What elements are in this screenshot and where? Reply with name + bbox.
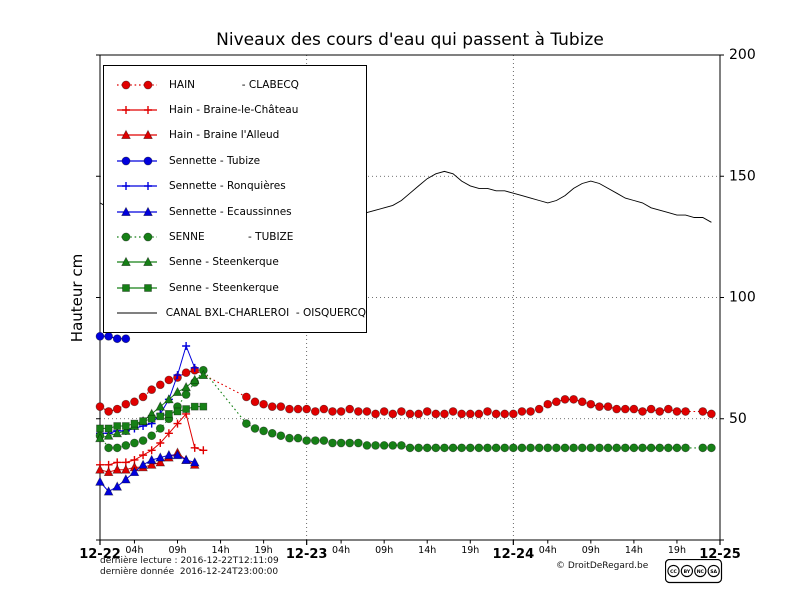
series-1 bbox=[96, 409, 208, 469]
x-axis: 04h 09h 14h 19h 04h 09h 14h 19h 04h 09h 14h 19h 12-2… bbox=[79, 540, 741, 562]
legend-item: Hain - Braine l'Alleud bbox=[104, 123, 366, 148]
cc-badge-glyph: BY bbox=[684, 569, 691, 575]
legend-label: Sennette - Ecaussinnes bbox=[169, 205, 292, 218]
legend-marker-sample bbox=[117, 283, 157, 292]
y-tick-label: 200 bbox=[729, 47, 756, 63]
x-major-label: 12-22 bbox=[79, 547, 121, 562]
legend-item: Sennette - Ecaussinnes bbox=[104, 199, 366, 224]
legend-marker-sample bbox=[117, 182, 157, 191]
legend-label: Sennette - Tubize bbox=[169, 154, 261, 167]
x-minor-label: 14h bbox=[625, 545, 643, 556]
legend-marker-sample bbox=[117, 312, 157, 314]
x-minor-label: 09h bbox=[375, 545, 393, 556]
legend-label: SENNE - TUBIZE bbox=[169, 231, 294, 244]
legend-marker-sample bbox=[117, 156, 157, 166]
last-reading-text: dernière lecture : 2016-12-22T12:11:09 bbox=[100, 556, 279, 566]
legend-label: Sennette - Ronquières bbox=[169, 180, 286, 193]
legend-marker-sample bbox=[117, 206, 157, 216]
chart-title: Niveaux des cours d'eau qui passent à Tu… bbox=[216, 30, 604, 50]
x-minor-label: 19h bbox=[255, 545, 273, 556]
series-8 bbox=[96, 402, 208, 433]
legend-item: Sennette - Tubize bbox=[104, 148, 366, 173]
series-3 bbox=[95, 331, 131, 344]
x-minor-label: 19h bbox=[461, 545, 479, 556]
x-minor-label: 19h bbox=[668, 545, 686, 556]
x-major-label: 12-23 bbox=[286, 547, 328, 562]
copyright-text: © DroitDeRegard.be bbox=[556, 561, 649, 571]
cc-badge-glyph: CC bbox=[670, 569, 677, 575]
y-tick-label: 100 bbox=[729, 290, 756, 306]
legend-item: CANAL BXL-CHARLEROI - OISQUERCQ bbox=[104, 301, 366, 326]
x-minor-label: 14h bbox=[418, 545, 436, 556]
legend-item: SENNE - TUBIZE bbox=[104, 224, 366, 249]
legend-label: CANAL BXL-CHARLEROI - OISQUERCQ bbox=[165, 307, 366, 320]
legend-label: Hain - Braine l'Alleud bbox=[169, 129, 280, 142]
x-minor-label: 14h bbox=[212, 545, 230, 556]
cc-badge-glyph: NC bbox=[697, 569, 705, 575]
y-tick-label: 50 bbox=[729, 411, 747, 427]
x-major-label: 12-24 bbox=[493, 547, 535, 562]
series-0 bbox=[95, 365, 716, 419]
legend-item: HAIN - CLABECQ bbox=[104, 72, 366, 97]
legend-marker-sample bbox=[117, 232, 157, 242]
legend-label: Senne - Steenkerque bbox=[169, 256, 279, 269]
legend-item: Senne - Steenkerque bbox=[104, 275, 366, 300]
legend: HAIN - CLABECQ Hain - Braine-le-Château Ha… bbox=[103, 65, 367, 333]
legend-marker-sample bbox=[117, 257, 157, 267]
x-major-label: 12-25 bbox=[699, 547, 741, 562]
x-minor-label: 04h bbox=[332, 545, 350, 556]
y-axis: 50 100 150 200 bbox=[96, 47, 756, 541]
x-minor-label: 09h bbox=[582, 545, 600, 556]
legend-item: Senne - Steenkerque bbox=[104, 250, 366, 275]
legend-item: Hain - Braine-le-Château bbox=[104, 97, 366, 122]
series-5 bbox=[95, 449, 200, 496]
cc-license-badge: CC BY NC SA bbox=[665, 559, 723, 584]
x-minor-label: 04h bbox=[125, 545, 143, 556]
legend-marker-sample bbox=[117, 80, 157, 90]
legend-label: HAIN - CLABECQ bbox=[169, 78, 299, 91]
cc-badge-glyph: SA bbox=[710, 569, 717, 575]
y-tick-label: 150 bbox=[729, 168, 756, 184]
legend-item: Sennette - Ronquières bbox=[104, 174, 366, 199]
legend-marker-sample bbox=[117, 130, 157, 140]
legend-label: Hain - Braine-le-Château bbox=[169, 104, 299, 117]
legend-marker-sample bbox=[117, 106, 157, 115]
x-minor-label: 09h bbox=[168, 545, 186, 556]
legend-label: Senne - Steenkerque bbox=[169, 281, 279, 294]
x-minor-label: 04h bbox=[539, 545, 557, 556]
last-data-text: dernière donnée 2016-12-24T23:00:00 bbox=[100, 567, 279, 577]
